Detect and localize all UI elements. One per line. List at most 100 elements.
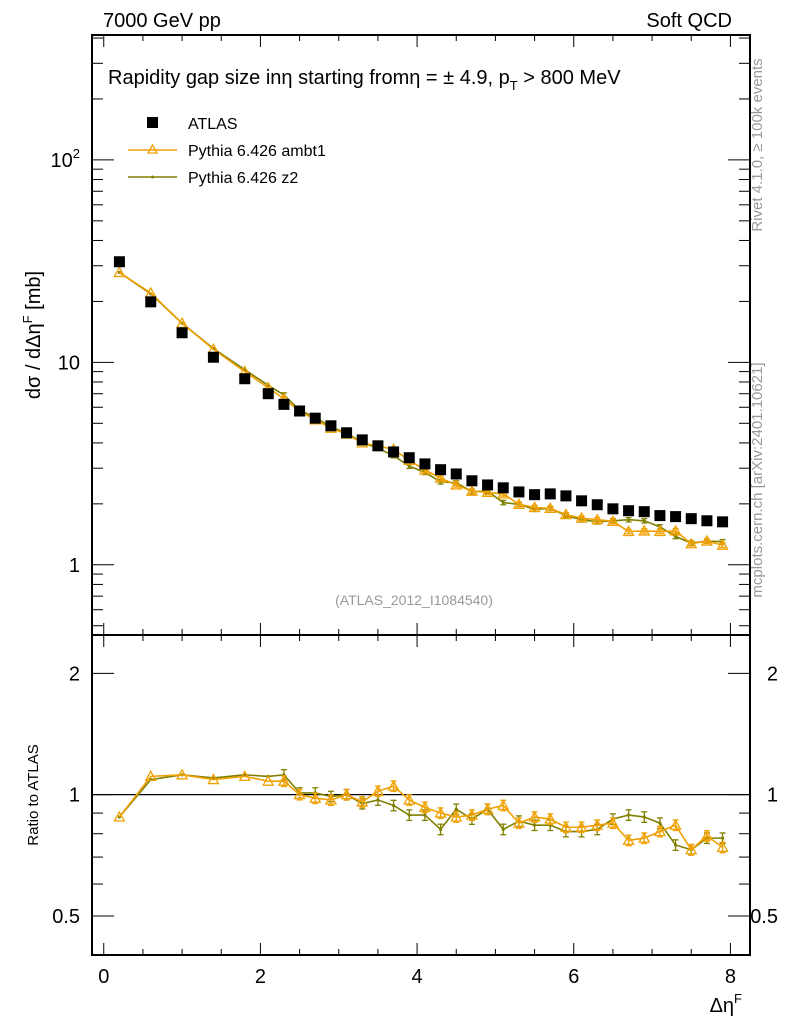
legend-item-z2: Pythia 6.426 z2 [128,170,298,187]
main-y-axis-label: dσ / dΔηF [mb] [20,271,45,399]
data-point-ambt1 [544,502,557,514]
data-point-ambt1 [606,816,620,828]
x-tick-label: 2 [255,966,266,988]
data-point-z2 [501,500,505,505]
x-tick-label: 8 [725,966,736,988]
data-point-atlas [207,351,219,363]
y-tick-label: 0.5 [52,906,80,928]
analysis-watermark: (ATLAS_2012_I1084540) [335,592,493,608]
data-point-atlas [145,296,157,308]
data-point-atlas [560,490,572,502]
data-point-ambt1 [559,820,573,832]
data-point-ambt1 [465,808,479,820]
data-point-atlas [685,513,697,525]
data-point-ambt1 [175,768,189,780]
x-tick-labels: 0 2 4 6 8 [98,966,736,988]
data-point-atlas [262,388,274,400]
main-panel: 1 10 102 dσ / dΔηF [mb] Rapidity gap size … [20,34,751,636]
data-point-atlas [450,468,462,480]
data-point-atlas [529,489,541,501]
data-point-atlas [403,452,415,464]
data-point-ambt1 [356,795,369,807]
data-point-ambt1 [465,484,479,496]
data-point-atlas [176,327,188,339]
series-line [118,271,723,544]
ratio-y-tick-labels: 0.5 0.5 1 1 2 2 [52,663,778,928]
data-point-ambt1 [434,806,447,818]
data-point-atlas [623,505,635,517]
data-point-atlas [544,488,556,500]
data-point-atlas [513,486,525,498]
mcplots-label: mcplots.cern.ch [arXiv:2401.10621] [749,362,766,597]
y-tick-label-right: 2 [767,663,778,685]
data-point-atlas [356,434,368,446]
data-point-ambt1 [497,799,510,811]
data-point-ambt1 [387,779,400,791]
data-point-ambt1 [638,524,651,536]
x-tick-label: 0 [98,966,109,988]
data-point-atlas [466,475,478,487]
data-point-z2 [626,813,631,817]
data-point-ambt1 [653,525,667,537]
data-point-z2 [673,534,678,539]
data-point-atlas [482,479,494,491]
ratio-y-axis-label: Ratio to ATLAS [25,744,42,845]
y-tick-label-right: 1 [767,785,778,807]
data-point-z2 [642,815,646,819]
data-point-z2 [407,464,411,468]
data-point-atlas [341,427,353,439]
data-point-ambt1 [528,501,541,513]
data-point-z2 [454,807,458,811]
data-point-ambt1 [622,525,635,537]
data-point-z2 [376,798,380,802]
data-point-z2 [720,836,725,840]
data-point-atlas [309,412,321,424]
data-point-z2 [658,821,662,825]
header-left: 7000 GeV pp [103,10,221,32]
series-line [118,774,724,851]
header-right: Soft QCD [646,10,732,32]
rivet-version-label: Rivet 4.1.0, ≥ 100k events [749,58,766,231]
x-axis-label: ΔηF [710,991,742,1017]
data-point-ambt1 [544,812,557,824]
y-tick-label: 1 [69,785,80,807]
ratio-x-ticks [103,635,731,955]
data-point-ambt1 [512,497,526,509]
y-tick-label: 1 [69,555,80,577]
data-point-ambt1 [575,511,588,523]
data-point-ambt1 [450,478,463,490]
data-point-ambt1 [450,810,463,822]
data-point-atlas [591,499,603,511]
data-point-ambt1 [340,788,353,800]
data-point-ambt1 [653,825,667,837]
y-tick-label: 102 [51,146,80,172]
plot-title: Rapidity gap size inη starting fromη = ±… [108,67,621,93]
data-point-atlas [435,464,447,476]
data-point-ambt1 [559,508,573,520]
data-point-z2 [423,813,427,817]
data-point-atlas [239,373,251,385]
data-point-ambt1 [481,485,494,497]
main-data [113,256,729,550]
y-tick-label: 2 [69,663,80,685]
data-point-atlas [717,516,729,528]
data-point-atlas [372,440,384,452]
data-point-atlas [278,398,290,410]
data-point-atlas [113,256,125,268]
data-point-ambt1 [575,820,588,832]
triangle-marker-icon [146,143,159,154]
data-point-ambt1 [685,537,698,549]
data-point-ambt1 [262,774,275,786]
data-point-ambt1 [716,841,729,852]
data-point-ambt1 [716,538,729,550]
data-point-ambt1 [144,770,157,782]
data-point-ambt1 [622,834,635,846]
series-line [118,271,723,546]
data-point-ambt1 [293,788,306,800]
series-line [118,773,723,851]
data-point-atlas [654,510,666,522]
data-point-atlas [388,446,400,458]
data-point-ambt1 [434,471,447,483]
x-tick-label: 4 [412,966,423,988]
